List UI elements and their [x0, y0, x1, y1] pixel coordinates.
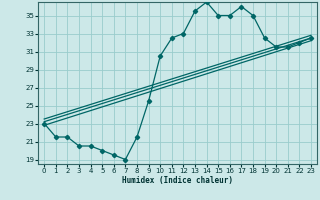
X-axis label: Humidex (Indice chaleur): Humidex (Indice chaleur) — [122, 176, 233, 185]
